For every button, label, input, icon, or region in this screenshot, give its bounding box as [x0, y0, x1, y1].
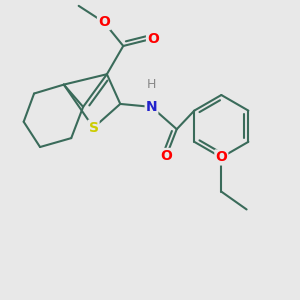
- Text: N: N: [146, 100, 157, 114]
- Text: O: O: [98, 15, 110, 29]
- Text: S: S: [88, 121, 98, 135]
- Text: O: O: [215, 150, 227, 164]
- Text: O: O: [160, 149, 172, 163]
- Text: O: O: [147, 32, 159, 46]
- Text: H: H: [147, 78, 156, 91]
